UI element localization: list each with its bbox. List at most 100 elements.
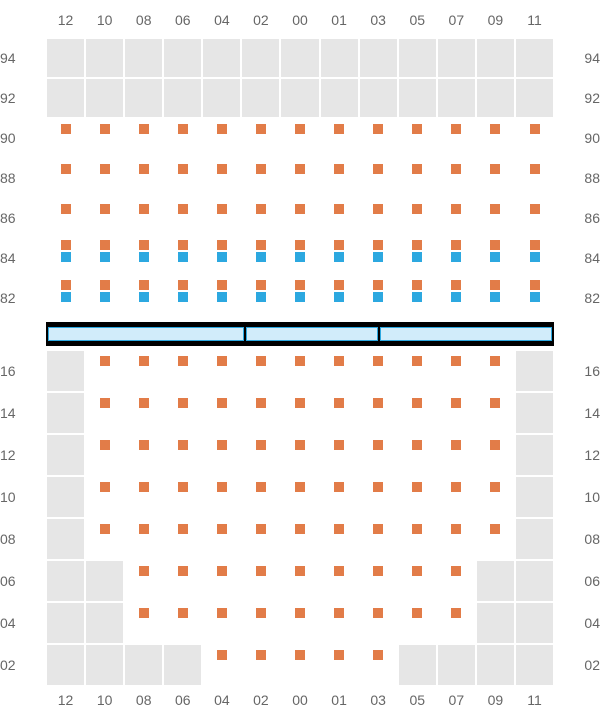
blue-marker[interactable] [412, 252, 422, 262]
orange-marker[interactable] [178, 204, 188, 214]
orange-marker[interactable] [451, 524, 461, 534]
blue-marker[interactable] [334, 252, 344, 262]
orange-marker[interactable] [295, 164, 305, 174]
orange-marker[interactable] [451, 398, 461, 408]
orange-marker[interactable] [256, 240, 266, 250]
orange-marker[interactable] [256, 608, 266, 618]
orange-marker[interactable] [490, 482, 500, 492]
orange-marker[interactable] [412, 240, 422, 250]
orange-marker[interactable] [295, 482, 305, 492]
blue-marker[interactable] [178, 252, 188, 262]
orange-marker[interactable] [100, 164, 110, 174]
orange-marker[interactable] [61, 124, 71, 134]
orange-marker[interactable] [100, 356, 110, 366]
orange-marker[interactable] [217, 356, 227, 366]
orange-marker[interactable] [295, 398, 305, 408]
orange-marker[interactable] [451, 164, 461, 174]
blue-marker[interactable] [451, 252, 461, 262]
orange-marker[interactable] [139, 566, 149, 576]
orange-marker[interactable] [412, 280, 422, 290]
orange-marker[interactable] [490, 204, 500, 214]
blue-marker[interactable] [295, 252, 305, 262]
orange-marker[interactable] [412, 124, 422, 134]
blue-marker[interactable] [178, 292, 188, 302]
orange-marker[interactable] [334, 566, 344, 576]
orange-marker[interactable] [256, 124, 266, 134]
orange-marker[interactable] [217, 164, 227, 174]
orange-marker[interactable] [100, 240, 110, 250]
orange-marker[interactable] [334, 124, 344, 134]
orange-marker[interactable] [295, 240, 305, 250]
orange-marker[interactable] [295, 650, 305, 660]
orange-marker[interactable] [61, 240, 71, 250]
orange-marker[interactable] [139, 398, 149, 408]
orange-marker[interactable] [373, 164, 383, 174]
orange-marker[interactable] [100, 204, 110, 214]
orange-marker[interactable] [412, 204, 422, 214]
blue-marker[interactable] [490, 292, 500, 302]
orange-marker[interactable] [373, 566, 383, 576]
orange-marker[interactable] [295, 280, 305, 290]
orange-marker[interactable] [295, 566, 305, 576]
orange-marker[interactable] [451, 204, 461, 214]
orange-marker[interactable] [490, 524, 500, 534]
orange-marker[interactable] [100, 398, 110, 408]
orange-marker[interactable] [451, 124, 461, 134]
orange-marker[interactable] [139, 482, 149, 492]
orange-marker[interactable] [217, 204, 227, 214]
orange-marker[interactable] [373, 204, 383, 214]
orange-marker[interactable] [178, 440, 188, 450]
orange-marker[interactable] [256, 356, 266, 366]
orange-marker[interactable] [178, 566, 188, 576]
orange-marker[interactable] [530, 240, 540, 250]
orange-marker[interactable] [256, 650, 266, 660]
orange-marker[interactable] [451, 356, 461, 366]
orange-marker[interactable] [334, 650, 344, 660]
orange-marker[interactable] [217, 280, 227, 290]
orange-marker[interactable] [139, 608, 149, 618]
orange-marker[interactable] [490, 124, 500, 134]
orange-marker[interactable] [451, 482, 461, 492]
orange-marker[interactable] [334, 482, 344, 492]
orange-marker[interactable] [334, 608, 344, 618]
orange-marker[interactable] [334, 356, 344, 366]
orange-marker[interactable] [412, 482, 422, 492]
orange-marker[interactable] [334, 398, 344, 408]
orange-marker[interactable] [100, 440, 110, 450]
orange-marker[interactable] [373, 608, 383, 618]
orange-marker[interactable] [373, 482, 383, 492]
orange-marker[interactable] [217, 398, 227, 408]
orange-marker[interactable] [490, 164, 500, 174]
orange-marker[interactable] [334, 440, 344, 450]
orange-marker[interactable] [178, 398, 188, 408]
orange-marker[interactable] [451, 566, 461, 576]
blue-marker[interactable] [61, 252, 71, 262]
orange-marker[interactable] [412, 164, 422, 174]
orange-marker[interactable] [178, 524, 188, 534]
orange-marker[interactable] [139, 280, 149, 290]
blue-marker[interactable] [530, 292, 540, 302]
orange-marker[interactable] [373, 356, 383, 366]
orange-marker[interactable] [217, 124, 227, 134]
blue-marker[interactable] [334, 292, 344, 302]
orange-marker[interactable] [178, 124, 188, 134]
orange-marker[interactable] [412, 566, 422, 576]
orange-marker[interactable] [373, 650, 383, 660]
orange-marker[interactable] [256, 440, 266, 450]
orange-marker[interactable] [334, 280, 344, 290]
orange-marker[interactable] [451, 280, 461, 290]
orange-marker[interactable] [295, 440, 305, 450]
orange-marker[interactable] [530, 124, 540, 134]
orange-marker[interactable] [139, 524, 149, 534]
orange-marker[interactable] [334, 524, 344, 534]
orange-marker[interactable] [139, 356, 149, 366]
orange-marker[interactable] [217, 566, 227, 576]
orange-marker[interactable] [373, 398, 383, 408]
orange-marker[interactable] [178, 608, 188, 618]
orange-marker[interactable] [490, 240, 500, 250]
blue-marker[interactable] [139, 252, 149, 262]
blue-marker[interactable] [530, 252, 540, 262]
orange-marker[interactable] [217, 650, 227, 660]
orange-marker[interactable] [295, 608, 305, 618]
orange-marker[interactable] [530, 280, 540, 290]
